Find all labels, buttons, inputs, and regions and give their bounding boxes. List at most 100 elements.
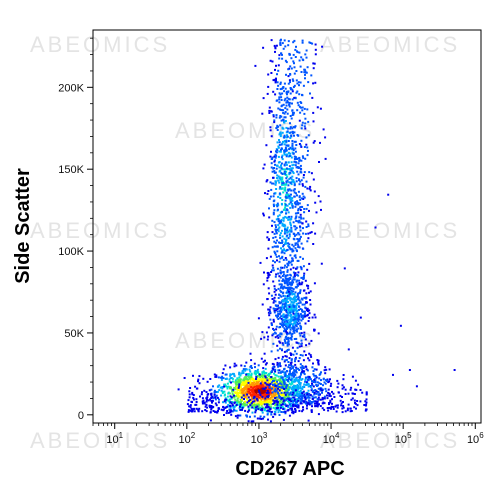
event-point [297, 315, 300, 318]
event-point [290, 400, 293, 403]
event-point [292, 41, 295, 44]
event-point [283, 280, 286, 283]
event-point [220, 389, 223, 392]
event-point [274, 47, 277, 50]
event-point [282, 287, 284, 290]
event-point [312, 381, 315, 383]
event-point [283, 367, 286, 370]
event-point [329, 395, 332, 398]
event-point [288, 282, 291, 284]
event-point [303, 373, 306, 376]
event-point [221, 387, 224, 390]
event-point [282, 384, 285, 387]
event-point [281, 87, 284, 90]
event-point [276, 177, 278, 180]
event-point [287, 237, 290, 240]
event-point [289, 286, 292, 289]
event-point [305, 297, 307, 300]
event-point [303, 274, 305, 277]
event-point [261, 411, 264, 414]
event-point [289, 137, 292, 139]
event-point [276, 73, 278, 76]
event-point [298, 376, 301, 379]
event-point [261, 395, 264, 398]
event-point [217, 409, 219, 412]
event-point [303, 107, 306, 110]
event-point [290, 67, 293, 70]
event-point [284, 264, 287, 267]
event-point [277, 84, 280, 87]
event-point [237, 386, 240, 389]
event-point [291, 202, 294, 205]
event-point [296, 330, 298, 333]
event-point [359, 400, 362, 403]
event-point [294, 407, 296, 410]
event-point [288, 197, 291, 200]
event-point [314, 405, 317, 408]
event-point [278, 369, 281, 372]
event-point [233, 394, 235, 397]
event-point [297, 312, 300, 315]
event-point [236, 397, 239, 400]
event-point [277, 306, 280, 309]
event-point [290, 229, 293, 231]
event-point [263, 409, 266, 412]
event-point [305, 401, 308, 404]
event-point [276, 99, 279, 102]
event-point [209, 398, 211, 401]
event-point [273, 296, 276, 299]
event-point [274, 300, 277, 303]
event-point [295, 280, 298, 283]
event-point [339, 394, 342, 397]
event-point [291, 111, 294, 114]
event-point [268, 308, 271, 311]
event-point [272, 90, 275, 93]
event-point [282, 217, 285, 220]
event-point [273, 394, 276, 397]
event-point [281, 308, 284, 311]
event-point [289, 131, 292, 134]
event-point [279, 186, 282, 189]
event-point [272, 363, 275, 366]
event-point [304, 71, 307, 74]
event-point [293, 378, 296, 381]
event-point [290, 57, 293, 60]
event-point [298, 332, 301, 335]
event-point [299, 383, 302, 386]
event-point [277, 411, 280, 414]
event-point [268, 238, 270, 241]
event-point [295, 267, 298, 270]
event-point [221, 392, 224, 394]
event-point [312, 222, 315, 225]
event-point [233, 365, 236, 368]
event-point [275, 218, 278, 221]
event-point [284, 373, 287, 376]
event-point [273, 308, 276, 310]
event-point [272, 79, 275, 82]
event-point [218, 389, 221, 392]
event-point [222, 408, 225, 411]
event-point [226, 410, 229, 412]
event-point [276, 239, 278, 242]
event-point [316, 106, 319, 109]
event-point [304, 380, 307, 383]
event-point [277, 365, 280, 368]
event-point [298, 143, 301, 145]
event-point [265, 331, 268, 334]
event-point [281, 325, 284, 328]
event-point [280, 388, 283, 391]
event-point [287, 304, 290, 307]
event-point [305, 220, 308, 223]
event-point [292, 405, 295, 408]
event-point [298, 84, 300, 87]
event-point [234, 379, 237, 382]
event-point [255, 370, 258, 373]
event-point [215, 375, 218, 378]
event-point [294, 150, 297, 153]
event-point [295, 242, 298, 245]
event-point [314, 43, 317, 46]
event-point [261, 376, 264, 379]
event-point [273, 245, 276, 248]
event-point [223, 385, 226, 388]
event-point [294, 291, 297, 294]
